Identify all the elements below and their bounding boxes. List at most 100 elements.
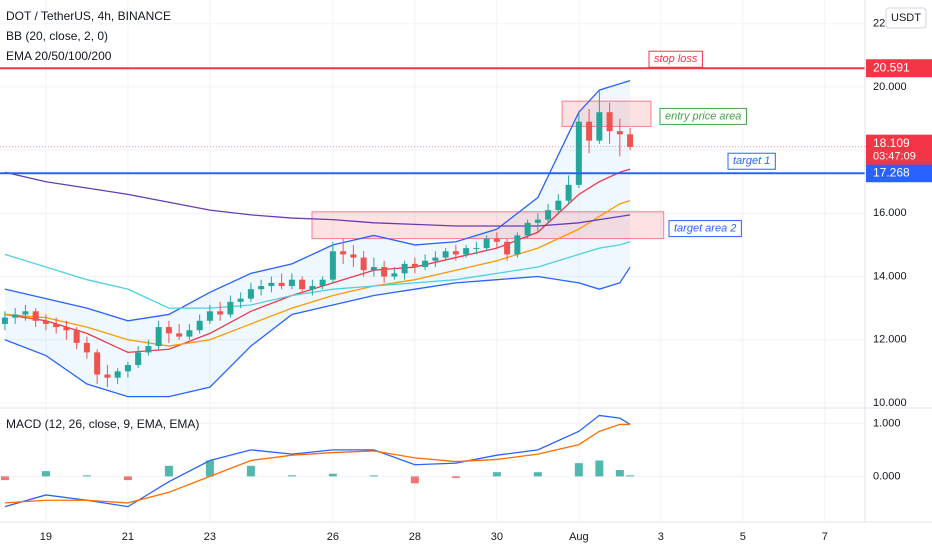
ema-line [4,168,631,354]
candle-body [606,112,613,132]
macd-histogram-bar [574,463,583,477]
x-tick-label: Aug [569,531,589,543]
bb-fill [4,80,631,397]
candle-body [340,251,347,255]
candle-body [217,311,224,315]
macd-title: MACD (12, 26, close, 9, EMA, EMA) [6,417,199,431]
x-tick-label: 21 [122,531,134,543]
candle-body [596,112,603,141]
last-price-label: 18.109 [873,136,910,150]
candle-body [473,248,480,250]
candle-body [114,371,121,378]
candle-body [514,235,521,255]
macd-histogram-bar [287,475,296,477]
candle-body [63,327,70,331]
candle-body [155,327,162,347]
candle-body [145,346,152,353]
chart-title: DOT / TetherUS, 4h, BINANCE [6,9,171,23]
candle-body [391,273,398,277]
candle-body [586,121,593,141]
candle-body [452,251,459,255]
currency-button [885,7,927,29]
annotation-label: target 1 [733,155,770,167]
candle-body [360,257,367,271]
annotation-box [668,220,742,238]
macd-histogram-bar [164,465,173,477]
candle-body [575,121,582,185]
macd-histogram-bar [410,476,419,484]
level-price-label: 20.591 [873,60,910,74]
level-price-label: 17.268 [873,165,910,179]
x-tick-label: 5 [740,531,746,543]
candle-body [135,352,142,366]
candle-body [504,241,511,255]
x-tick-label: 7 [822,531,828,543]
ema-line [4,200,631,347]
candle-body [288,279,295,287]
y-tick-label: 12.000 [873,334,907,346]
x-tick-label: 30 [491,531,503,543]
candle-body [83,342,90,353]
legend-bb: BB (20, close, 2, 0) [6,29,108,43]
candle-body [616,131,623,135]
price-pane [0,0,865,408]
candle-body [237,298,244,302]
candle-body [545,210,552,220]
macd-histogram-bar [246,465,255,477]
annotation-label: target area 2 [674,223,736,235]
candle-body [176,333,183,337]
candle-body [370,267,377,271]
y-tick-label: 1.000 [873,417,901,429]
annotation-box [648,50,703,68]
annotation-label: stop loss [654,53,698,65]
y-tick-label: 20.000 [873,81,907,93]
macd-histogram-bar [205,460,214,477]
macd-histogram-bar [451,476,460,478]
candle-body [350,254,357,258]
macd-histogram-bar [492,472,501,477]
x-tick-label: 26 [327,531,339,543]
y-tick-label: 16.000 [873,207,907,219]
candle-body [309,286,316,290]
macd-histogram-bar [626,475,635,477]
last-price-box [866,134,932,165]
annotation-box [727,152,776,170]
candle-body [278,282,285,287]
y-tick-label: 10.000 [873,397,907,409]
y-tick-label: 14.000 [873,270,907,282]
zone-box [561,100,652,127]
candle-body [22,311,29,315]
candle-body [463,248,470,255]
candle-body [186,330,193,337]
candle-body [411,263,418,268]
candle-body [627,134,634,147]
countdown-label: 03:47:09 [873,151,916,163]
macd-histogram-bar [369,475,378,477]
macd-histogram-bar [615,470,624,477]
currency-label: USDT [891,12,921,24]
macd-line [4,414,631,508]
annotation-box [659,107,747,125]
x-tick-label: 19 [40,531,52,543]
x-tick-label: 28 [409,531,421,543]
candle-body [442,251,449,258]
ema-line [4,241,631,309]
candle-body [268,282,275,287]
bb-line [4,266,631,398]
macd-histogram-bar [41,471,50,477]
candle-body [1,317,8,324]
candle-body [493,238,500,242]
candle-body [73,330,80,343]
ema-line [4,171,631,227]
level-price-box [866,164,932,183]
candle-body [432,257,439,261]
macd-histogram-bar [328,473,337,477]
macd-line [4,423,631,504]
candle-body [247,289,254,299]
candle-body [227,301,234,315]
candle-body [32,311,39,321]
candle-body [196,320,203,331]
candle-body [206,311,213,321]
macd-pane [0,408,865,522]
